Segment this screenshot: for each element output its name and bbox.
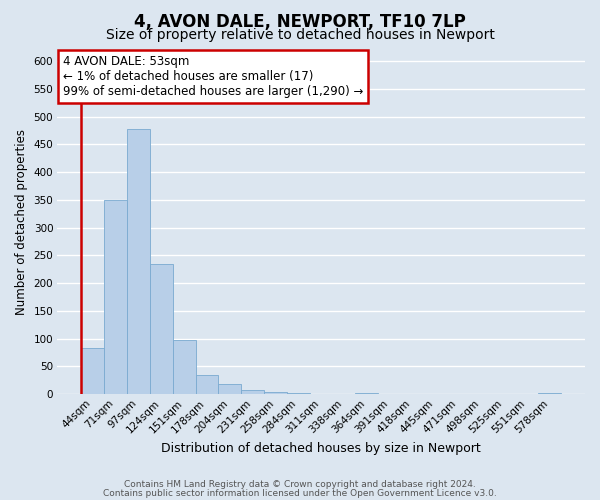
Bar — [127, 129, 150, 394]
Bar — [264, 392, 287, 394]
Bar — [218, 384, 241, 394]
Text: 4, AVON DALE, NEWPORT, TF10 7LP: 4, AVON DALE, NEWPORT, TF10 7LP — [134, 12, 466, 30]
Bar — [241, 390, 264, 394]
Bar — [150, 264, 173, 394]
Bar — [287, 393, 310, 394]
X-axis label: Distribution of detached houses by size in Newport: Distribution of detached houses by size … — [161, 442, 481, 455]
Bar — [173, 340, 196, 394]
Text: Contains HM Land Registry data © Crown copyright and database right 2024.: Contains HM Land Registry data © Crown c… — [124, 480, 476, 489]
Bar — [196, 374, 218, 394]
Bar — [82, 348, 104, 394]
Text: 4 AVON DALE: 53sqm
← 1% of detached houses are smaller (17)
99% of semi-detached: 4 AVON DALE: 53sqm ← 1% of detached hous… — [63, 55, 363, 98]
Text: Contains public sector information licensed under the Open Government Licence v3: Contains public sector information licen… — [103, 489, 497, 498]
Y-axis label: Number of detached properties: Number of detached properties — [15, 129, 28, 315]
Text: Size of property relative to detached houses in Newport: Size of property relative to detached ho… — [106, 28, 494, 42]
Bar — [355, 393, 379, 394]
Bar — [104, 200, 127, 394]
Bar — [538, 393, 561, 394]
